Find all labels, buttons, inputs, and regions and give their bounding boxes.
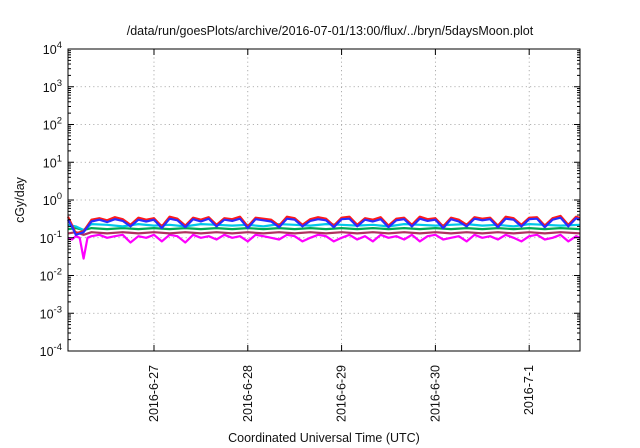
x-tick-labels: 2016-6-27 2016-6-28 2016-6-29 2016-6-30 2016… <box>147 365 536 422</box>
y-tick-label: 102 <box>43 116 62 133</box>
series-layer <box>67 214 581 260</box>
chart-title: /data/run/goesPlots/archive/2016-07-01/1… <box>127 24 534 38</box>
y-tick-label: 104 <box>43 40 62 57</box>
series-line-2 <box>67 231 581 236</box>
series-line-3 <box>67 227 581 232</box>
series-line-5 <box>67 214 581 235</box>
y-tick-label: 10-4 <box>40 342 62 359</box>
x-tick-label: 2016-6-27 <box>147 365 161 422</box>
x-tick-label: 2016-6-28 <box>241 365 255 422</box>
y-tick-label: 100 <box>43 191 62 208</box>
y-tick-label: 10-1 <box>40 229 62 246</box>
x-tick-label: 2016-6-30 <box>428 365 442 422</box>
ticks <box>68 48 580 352</box>
y-tick-labels: 10-4 10-3 10-2 10-1 100 101 102 103 104 <box>40 40 62 359</box>
series-line-6 <box>67 216 581 236</box>
y-axis-label: cGy/day <box>13 176 27 223</box>
x-tick-label: 2016-7-1 <box>522 365 536 415</box>
x-axis-label: Coordinated Universal Time (UTC) <box>228 431 420 445</box>
series-line-1 <box>67 233 581 260</box>
y-tick-label: 10-2 <box>40 267 62 284</box>
y-tick-label: 10-3 <box>40 304 62 321</box>
x-tick-label: 2016-6-29 <box>335 365 349 422</box>
y-tick-label: 103 <box>43 78 62 95</box>
y-tick-label: 101 <box>43 153 62 170</box>
